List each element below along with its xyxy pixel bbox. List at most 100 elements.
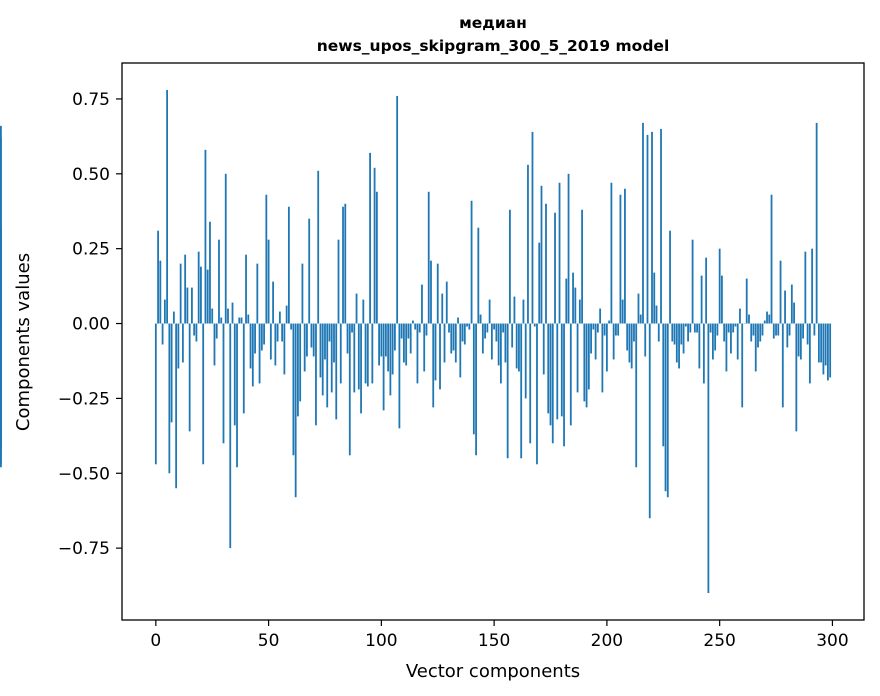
bar	[648, 323, 651, 519]
bar	[263, 323, 265, 345]
bar	[666, 323, 669, 498]
bar	[687, 323, 689, 342]
bar	[256, 263, 259, 324]
bar	[626, 323, 629, 351]
bar	[421, 284, 423, 324]
bar	[599, 308, 602, 324]
bar	[646, 134, 649, 324]
bar	[405, 323, 408, 366]
bar	[163, 299, 166, 324]
bar	[418, 323, 421, 333]
bar	[739, 308, 741, 324]
bar	[829, 323, 832, 378]
bar	[759, 323, 762, 342]
bar	[249, 323, 252, 369]
bar	[454, 323, 457, 363]
bar	[441, 293, 444, 324]
bar	[407, 323, 410, 339]
bar	[312, 323, 315, 357]
bar	[328, 323, 331, 342]
bar	[536, 323, 538, 465]
bar	[168, 323, 171, 474]
bar	[513, 296, 516, 324]
bar	[612, 323, 615, 360]
bar	[560, 323, 563, 417]
bar	[777, 323, 780, 336]
bar	[488, 299, 491, 324]
bar	[403, 323, 405, 363]
bar	[750, 323, 753, 342]
bar	[287, 206, 290, 324]
bar	[786, 323, 789, 348]
bar	[339, 323, 342, 384]
bar	[335, 323, 338, 420]
bar	[518, 323, 520, 372]
bar	[628, 323, 631, 363]
bar	[757, 323, 759, 348]
bar	[306, 323, 308, 357]
bar	[267, 239, 270, 324]
bar	[434, 323, 437, 381]
bar	[364, 323, 367, 384]
bar	[159, 260, 162, 324]
bar	[362, 299, 365, 324]
bar	[732, 323, 735, 333]
bar	[330, 323, 333, 393]
bar	[472, 323, 475, 435]
bar	[615, 323, 617, 336]
bar	[761, 323, 764, 336]
bar	[813, 323, 816, 336]
bar	[371, 323, 374, 384]
bar	[779, 260, 782, 324]
bar	[702, 323, 705, 384]
bar	[585, 323, 588, 408]
bar	[811, 248, 814, 324]
bar	[572, 272, 574, 324]
bar	[529, 323, 532, 444]
bar	[380, 323, 383, 357]
bar	[366, 323, 369, 387]
bar	[716, 323, 719, 336]
bar	[533, 323, 536, 327]
bar	[0, 323, 2, 339]
y-tick-label: 0.00	[72, 315, 110, 335]
y-tick-label: 0.25	[72, 240, 110, 260]
bar	[224, 173, 227, 324]
bar	[551, 323, 554, 444]
bar	[206, 269, 209, 324]
bar	[378, 323, 380, 366]
bar	[630, 323, 633, 369]
bar	[353, 323, 356, 393]
bar	[556, 323, 559, 420]
bar	[567, 173, 570, 324]
bar	[319, 323, 322, 378]
bar	[274, 323, 277, 366]
x-tick-label: 100	[365, 631, 397, 651]
bar	[624, 188, 626, 324]
bar	[669, 230, 671, 324]
bar	[197, 251, 200, 324]
bar	[308, 218, 311, 324]
bar	[294, 323, 297, 498]
bar	[563, 323, 565, 447]
bar	[398, 323, 401, 429]
x-tick-label: 150	[478, 631, 510, 651]
bar	[490, 323, 493, 360]
bar	[576, 323, 579, 393]
bar	[423, 323, 426, 372]
bar	[775, 323, 777, 336]
bar	[310, 323, 313, 348]
bar	[466, 323, 468, 327]
bar	[414, 323, 417, 330]
bar	[326, 323, 329, 408]
bar	[276, 323, 279, 342]
bar	[157, 230, 159, 324]
bar	[177, 323, 180, 369]
bar	[691, 239, 694, 324]
bar	[804, 251, 807, 324]
bar	[499, 323, 502, 384]
bar	[730, 323, 732, 354]
bar	[222, 323, 225, 444]
bar	[191, 287, 193, 324]
bar	[445, 281, 448, 324]
